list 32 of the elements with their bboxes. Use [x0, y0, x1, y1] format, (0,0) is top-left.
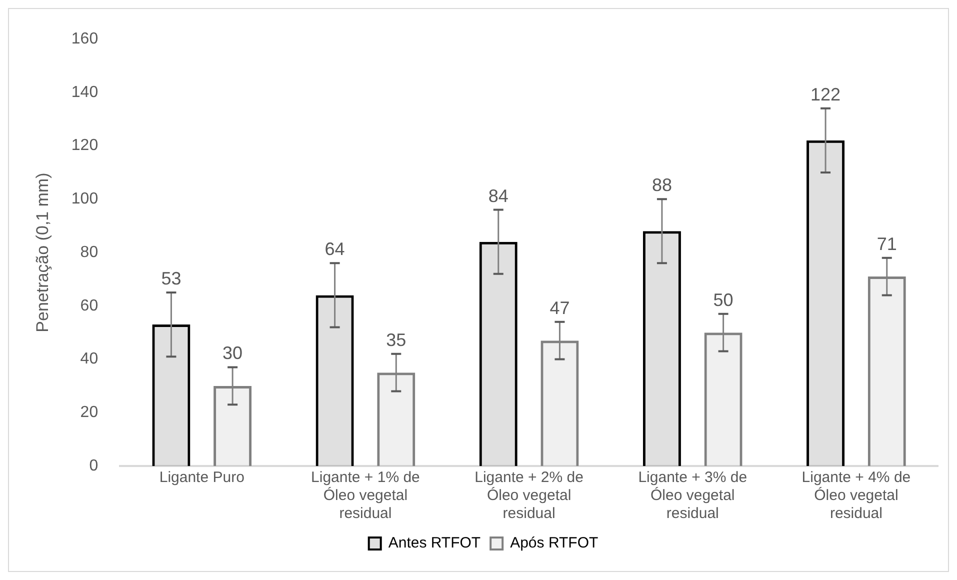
y-tick-label: 20 — [80, 404, 98, 422]
y-tick-label: 160 — [71, 30, 98, 48]
x-tick-label: Ligante Puro — [159, 469, 244, 486]
data-label: 122 — [810, 84, 841, 104]
y-tick-label: 40 — [80, 350, 98, 368]
data-label: 50 — [713, 290, 734, 310]
bar — [152, 324, 190, 466]
data-label: 53 — [161, 268, 182, 288]
bar — [479, 242, 518, 466]
x-tick-label: Ligante + 2% de Óleo vegetal residual — [474, 469, 584, 522]
data-label: 47 — [550, 298, 570, 318]
data-label: 30 — [222, 343, 243, 364]
x-tick-label: Ligante + 4% de Óleo vegetal residual — [802, 469, 911, 522]
y-tick-label: 0 — [89, 457, 98, 474]
legend-label: Após RTFOT — [510, 534, 598, 552]
y-tick-label: 120 — [71, 137, 98, 154]
bar — [316, 295, 354, 466]
x-tick-label: Ligante + 1% de Óleo vegetal residual — [311, 469, 420, 522]
y-tick-label: 60 — [80, 297, 98, 314]
data-label: 35 — [386, 330, 406, 350]
data-label: 84 — [488, 186, 508, 206]
bar — [642, 231, 681, 466]
y-tick-label: 140 — [71, 84, 98, 101]
legend-label: Antes RTFOT — [388, 534, 481, 552]
data-label: 64 — [324, 239, 345, 260]
bar — [806, 140, 845, 466]
y-tick-label: 80 — [80, 244, 98, 261]
y-axis-title: Penetração (0,1 mm) — [32, 172, 52, 332]
data-label: 71 — [876, 234, 897, 254]
data-label: 88 — [652, 175, 672, 196]
y-tick-label: 100 — [71, 190, 98, 208]
x-tick-label: Ligante + 3% de Óleo vegetal residual — [638, 469, 748, 522]
